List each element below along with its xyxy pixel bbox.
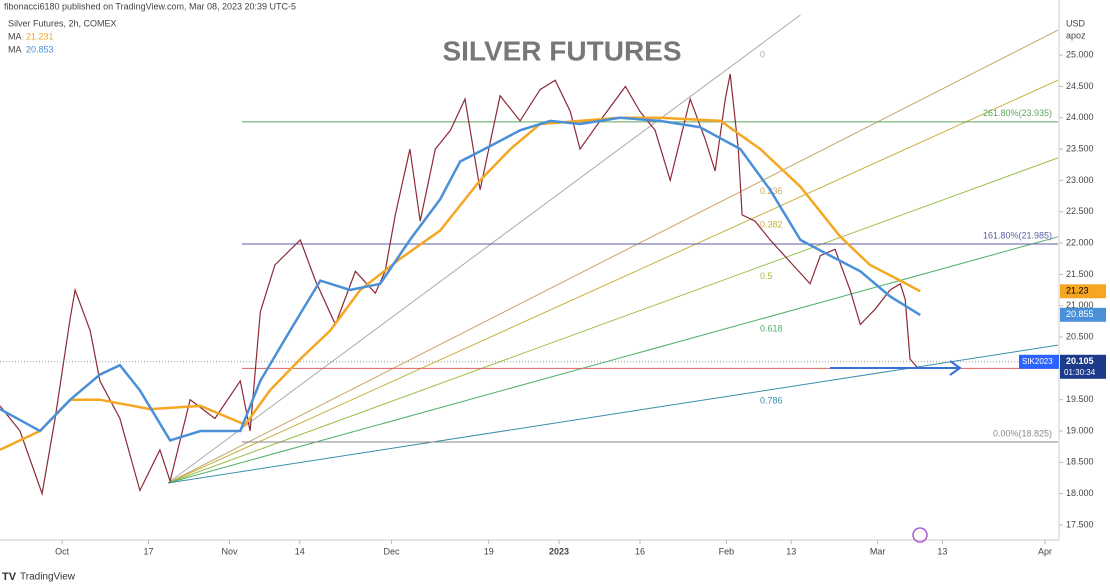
- fan-line: [167, 29, 1059, 484]
- y-tick-label: 23.000: [1066, 175, 1094, 185]
- event-icon[interactable]: [912, 527, 928, 543]
- x-tick-label: Nov: [222, 546, 239, 556]
- fan-label: 0.618: [760, 324, 783, 334]
- legend-ma-value: 20.853: [26, 44, 54, 54]
- fan-line: [167, 79, 1059, 484]
- brand: TradingView: [20, 572, 76, 583]
- y-tick-label: 22.500: [1066, 206, 1094, 216]
- fan-label: 0.382: [760, 219, 783, 229]
- unit: apoz: [1066, 30, 1086, 40]
- fan-line: [167, 157, 1059, 484]
- price-line-series: [0, 73, 919, 496]
- legend-symbol: Silver Futures, 2h, COMEX: [8, 18, 117, 28]
- plot: 17.50018.00018.50019.00019.50020.00020.5…: [0, 14, 1106, 556]
- last-price-label: 20.105: [1066, 356, 1094, 366]
- fan-label: 0: [760, 49, 765, 59]
- x-tick-label: 17: [144, 546, 154, 556]
- price-badge: [1060, 284, 1106, 299]
- level-label: 261.80%(23.935): [983, 108, 1052, 118]
- last-price-badge: [1060, 354, 1106, 379]
- price-badge: [1060, 307, 1106, 322]
- fan-line: [167, 14, 801, 484]
- legend-ma: MA: [8, 44, 22, 54]
- legend-ma-value: 21.231: [26, 31, 54, 41]
- x-tick-label: 16: [635, 546, 645, 556]
- chart-title: SILVER FUTURES: [442, 35, 681, 66]
- countdown: 01:30:34: [1064, 368, 1096, 377]
- brand-icon: TV: [2, 571, 17, 583]
- currency: USD: [1066, 18, 1086, 28]
- y-tick-label: 20.500: [1066, 331, 1094, 341]
- symbol-badge-label: SIK2023: [1022, 357, 1053, 366]
- fan-label: 0.786: [760, 396, 783, 406]
- x-tick-label: Feb: [719, 546, 735, 556]
- symbol-badge: [1019, 354, 1059, 369]
- publisher: fibonacci6180 published on TradingView.c…: [4, 1, 296, 11]
- price-badge-label: 20.855: [1066, 309, 1094, 319]
- x-tick-label: Dec: [384, 546, 401, 556]
- x-tick-label: 19: [484, 546, 494, 556]
- legend-ma: MA: [8, 31, 22, 41]
- y-tick-label: 19.500: [1066, 394, 1094, 404]
- level-label: 161.80%(21.985): [983, 230, 1052, 240]
- x-tick-label: 2023: [549, 546, 569, 556]
- y-tick-label: 21.000: [1066, 300, 1094, 310]
- fan-label: 0.5: [760, 271, 773, 281]
- y-tick-label: 23.500: [1066, 143, 1094, 153]
- ma-line: [0, 116, 921, 442]
- x-tick-label: Apr: [1038, 546, 1052, 556]
- x-tick-label: 14: [295, 546, 305, 556]
- y-tick-label: 19.000: [1066, 425, 1094, 435]
- x-tick-label: 13: [786, 546, 796, 556]
- y-tick-label: 18.000: [1066, 488, 1094, 498]
- y-tick-label: 17.500: [1066, 519, 1094, 529]
- y-tick-label: 25.000: [1066, 50, 1094, 60]
- x-tick-label: Oct: [55, 546, 70, 556]
- x-tick-label: Mar: [870, 546, 886, 556]
- arrow-head: [949, 360, 962, 376]
- y-tick-label: 24.000: [1066, 112, 1094, 122]
- y-tick-label: 22.000: [1066, 237, 1094, 247]
- x-tick-label: 13: [937, 546, 947, 556]
- y-tick-label: 24.500: [1066, 81, 1094, 91]
- y-tick-label: 21.500: [1066, 269, 1094, 279]
- y-tick-label: 18.500: [1066, 457, 1094, 467]
- price-badge-label: 21.23: [1066, 286, 1089, 296]
- level-label: 0.00%(18.825): [993, 428, 1052, 438]
